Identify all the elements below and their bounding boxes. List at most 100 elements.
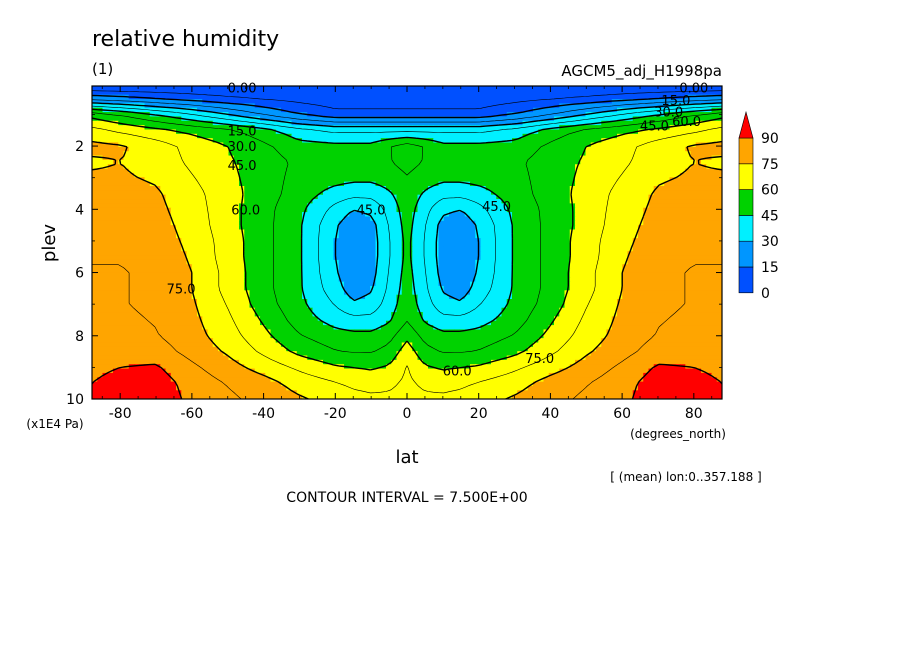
- contour-cell: [333, 155, 340, 161]
- contour-cell: [711, 185, 718, 191]
- contour-cell: [228, 168, 235, 174]
- contour-cell: [564, 212, 571, 218]
- contour-cell: [113, 199, 119, 204]
- contour-cell: [396, 251, 403, 257]
- contour-cell: [422, 103, 429, 109]
- contour-cell: [281, 255, 287, 261]
- contour-cell: [160, 86, 167, 91]
- contour-cell: [575, 242, 581, 248]
- contour-cell: [428, 94, 434, 100]
- contour-cell: [643, 216, 650, 222]
- contour-cell: [344, 246, 350, 252]
- contour-cell: [575, 194, 581, 200]
- contour-cell: [454, 146, 461, 152]
- contour-cell: [580, 86, 587, 91]
- contour-cell: [459, 242, 466, 248]
- contour-cell: [123, 86, 130, 91]
- contour-cell: [191, 155, 198, 161]
- contour-cell: [480, 164, 487, 170]
- contour-cell: [375, 220, 382, 226]
- contour-cell: [475, 168, 482, 174]
- contour-cell: [286, 216, 293, 222]
- contour-cell: [281, 264, 287, 270]
- contour-cell: [459, 238, 466, 244]
- contour-cell: [643, 116, 650, 122]
- contour-cell: [265, 251, 272, 257]
- contour-cell: [575, 133, 581, 139]
- contour-cell: [580, 120, 587, 126]
- contour-cell: [491, 112, 497, 118]
- contour-cell: [244, 259, 251, 265]
- contour-cell: [176, 264, 182, 270]
- contour-cell: [302, 146, 308, 152]
- contour-cell: [564, 159, 571, 165]
- contour-cell: [359, 199, 366, 204]
- contour-cell: [533, 212, 539, 218]
- contour-cell: [711, 103, 718, 109]
- contour-cell: [197, 194, 203, 200]
- contour-cell: [522, 216, 529, 222]
- contour-cell: [569, 185, 576, 191]
- contour-cell: [512, 125, 518, 131]
- contour-cell: [517, 138, 524, 144]
- contour-cell: [533, 142, 539, 148]
- contour-cell: [296, 255, 303, 261]
- contour-cell: [118, 151, 125, 157]
- contour-cell: [575, 190, 581, 196]
- contour-cell: [669, 90, 676, 96]
- contour-cell: [606, 242, 613, 248]
- contour-cell: [575, 185, 581, 191]
- contour-cell: [690, 199, 697, 204]
- contour-cell: [102, 225, 109, 231]
- contour-cell: [202, 259, 209, 265]
- contour-cell: [638, 246, 644, 252]
- contour-cell: [281, 246, 287, 252]
- contour-cell: [186, 116, 193, 122]
- contour-cell: [312, 138, 319, 144]
- contour-cell: [323, 107, 329, 113]
- contour-cell: [517, 129, 524, 135]
- contour-cell: [527, 185, 534, 191]
- contour-cell: [249, 172, 256, 178]
- contour-cell: [669, 229, 676, 235]
- contour-cell: [554, 142, 560, 148]
- contour-cell: [344, 185, 350, 191]
- contour-cell: [470, 112, 476, 118]
- contour-cell: [485, 142, 492, 148]
- contour-cell: [333, 103, 340, 109]
- contour-cell: [349, 246, 356, 252]
- contour-cell: [538, 216, 545, 222]
- contour-cell: [249, 94, 256, 100]
- contour-cell: [260, 225, 266, 231]
- contour-cell: [186, 99, 193, 104]
- contour-cell: [139, 90, 146, 96]
- contour-cell: [260, 207, 266, 213]
- contour-cell: [317, 246, 324, 252]
- contour-cell: [92, 155, 98, 161]
- contour-cell: [695, 99, 702, 104]
- contour-cell: [354, 112, 361, 118]
- contour-cell: [107, 185, 114, 191]
- contour-cell: [706, 242, 713, 248]
- contour-cell: [716, 129, 722, 135]
- contour-cell: [543, 107, 550, 113]
- contour-cell: [386, 255, 392, 261]
- contour-cell: [186, 103, 193, 109]
- contour-cell: [596, 255, 602, 261]
- contour-cell: [564, 151, 571, 157]
- contour-cell: [365, 138, 371, 144]
- contour-cell: [669, 146, 676, 152]
- contour-cell: [496, 146, 503, 152]
- contour-cell: [391, 207, 398, 213]
- contour-cell: [417, 216, 424, 222]
- contour-cell: [401, 199, 408, 204]
- contour-cell: [359, 177, 366, 183]
- contour-cell: [470, 212, 476, 218]
- contour-cell: [181, 185, 188, 191]
- contour-cell: [365, 225, 371, 231]
- contour-cell: [191, 246, 198, 252]
- contour-cell: [543, 155, 550, 161]
- contour-cell: [454, 207, 461, 213]
- contour-cell: [632, 220, 639, 226]
- contour-cell: [144, 177, 151, 183]
